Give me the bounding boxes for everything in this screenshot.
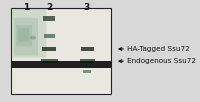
Text: 2: 2 [46, 3, 52, 12]
Text: 1: 1 [23, 3, 29, 12]
Bar [42, 47, 56, 51]
FancyBboxPatch shape [18, 28, 29, 41]
Bar [11, 8, 111, 94]
Text: 3: 3 [84, 3, 90, 12]
Text: HA-Tagged Ssu72: HA-Tagged Ssu72 [127, 46, 190, 52]
FancyBboxPatch shape [14, 18, 38, 56]
Bar [40, 59, 58, 63]
Circle shape [31, 37, 35, 39]
Text: Endogenous Ssu72: Endogenous Ssu72 [127, 58, 196, 64]
Bar [12, 61, 111, 68]
Bar [44, 34, 54, 38]
Bar [83, 70, 91, 73]
FancyBboxPatch shape [11, 9, 46, 58]
Bar [80, 59, 95, 63]
Bar [80, 47, 94, 51]
Bar [42, 16, 55, 21]
FancyBboxPatch shape [16, 25, 32, 46]
